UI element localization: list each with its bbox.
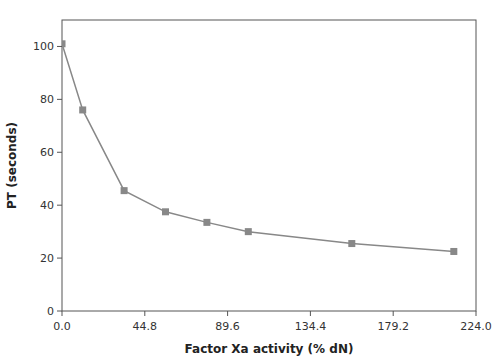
marker xyxy=(79,106,86,113)
marker xyxy=(203,219,210,226)
x-tick xyxy=(310,311,311,316)
x-tick-label: 179.2 xyxy=(377,320,409,333)
plot-frame xyxy=(62,20,476,311)
y-tick-label: 80 xyxy=(40,93,54,106)
y-tick-label: 100 xyxy=(33,40,54,53)
x-tick xyxy=(476,311,477,316)
x-tick-label: 89.6 xyxy=(215,320,240,333)
marker xyxy=(62,40,66,47)
chart: 0.0 44.8 89.6 134.4 179.2 224.0 0 20 40 60 80 100 Fa… xyxy=(0,0,500,363)
y-axis-label: PT (seconds) xyxy=(5,122,19,209)
plot-area xyxy=(62,40,457,255)
marker xyxy=(245,228,252,235)
line xyxy=(62,44,454,252)
y-tick xyxy=(57,99,62,100)
y-tick xyxy=(57,205,62,206)
y-tick-label: 60 xyxy=(40,146,54,159)
x-tick xyxy=(62,311,63,316)
y-tick-label: 0 xyxy=(47,305,54,318)
x-tick-label: 134.4 xyxy=(295,320,327,333)
y-tick xyxy=(57,258,62,259)
y-tick-label: 40 xyxy=(40,199,54,212)
x-tick-label: 44.8 xyxy=(133,320,158,333)
x-tick xyxy=(144,311,145,316)
y-tick-label: 20 xyxy=(40,252,54,265)
marker xyxy=(121,187,128,194)
x-tick xyxy=(393,311,394,316)
marker xyxy=(450,248,457,255)
y-tick xyxy=(57,311,62,312)
x-axis-label: Factor Xa activity (% dN) xyxy=(185,342,354,356)
marker xyxy=(162,208,169,215)
chart-container: 0.0 44.8 89.6 134.4 179.2 224.0 0 20 40 60 80 100 Fa… xyxy=(0,0,500,363)
x-tick-label: 0.0 xyxy=(53,320,71,333)
y-tick xyxy=(57,46,62,47)
x-tick-label: 224.0 xyxy=(460,320,492,333)
x-tick xyxy=(227,311,228,316)
y-tick xyxy=(57,152,62,153)
marker xyxy=(348,240,355,247)
